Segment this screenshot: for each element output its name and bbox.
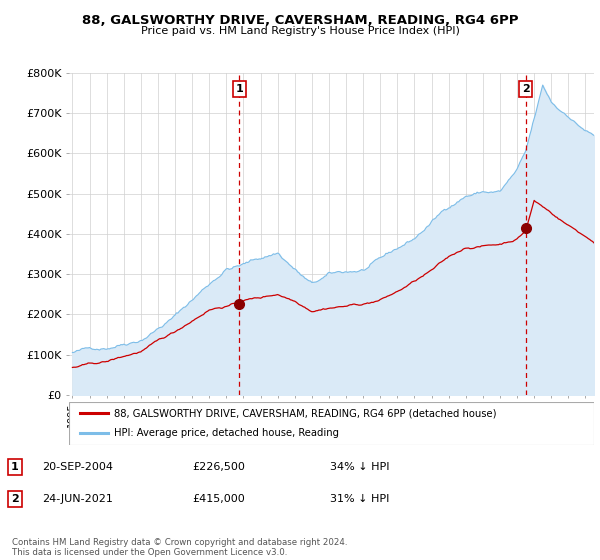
Text: £415,000: £415,000 — [192, 494, 245, 504]
Text: 2: 2 — [522, 84, 529, 94]
Text: 31% ↓ HPI: 31% ↓ HPI — [330, 494, 389, 504]
Text: £226,500: £226,500 — [192, 462, 245, 472]
Text: 1: 1 — [235, 84, 243, 94]
Text: 2: 2 — [11, 494, 19, 504]
Text: 88, GALSWORTHY DRIVE, CAVERSHAM, READING, RG4 6PP (detached house): 88, GALSWORTHY DRIVE, CAVERSHAM, READING… — [113, 408, 496, 418]
Text: 24-JUN-2021: 24-JUN-2021 — [42, 494, 113, 504]
Text: 1: 1 — [11, 462, 19, 472]
Text: HPI: Average price, detached house, Reading: HPI: Average price, detached house, Read… — [113, 428, 338, 438]
Text: Price paid vs. HM Land Registry's House Price Index (HPI): Price paid vs. HM Land Registry's House … — [140, 26, 460, 36]
Text: 34% ↓ HPI: 34% ↓ HPI — [330, 462, 389, 472]
Text: Contains HM Land Registry data © Crown copyright and database right 2024.
This d: Contains HM Land Registry data © Crown c… — [12, 538, 347, 557]
FancyBboxPatch shape — [69, 402, 594, 445]
Text: 88, GALSWORTHY DRIVE, CAVERSHAM, READING, RG4 6PP: 88, GALSWORTHY DRIVE, CAVERSHAM, READING… — [82, 14, 518, 27]
Text: 20-SEP-2004: 20-SEP-2004 — [42, 462, 113, 472]
